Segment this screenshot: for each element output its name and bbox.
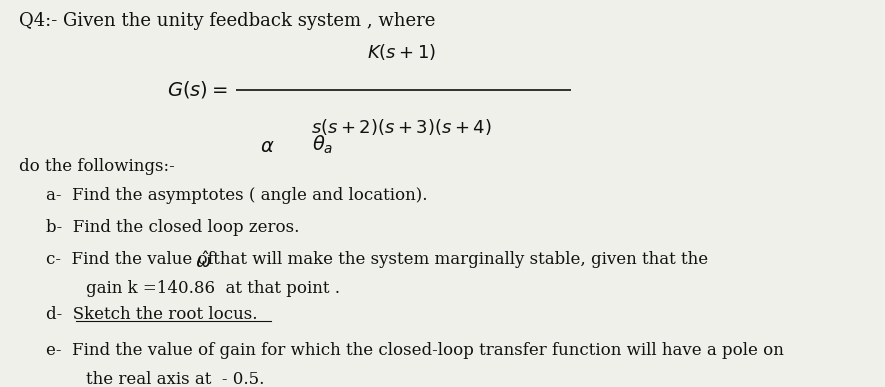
Text: $G(s) =$: $G(s) =$ xyxy=(167,79,227,100)
Text: $s(s+2)(s+3)(s+4)$: $s(s+2)(s+3)(s+4)$ xyxy=(312,117,492,137)
Text: a-  Find the asymptotes ( angle and location).: a- Find the asymptotes ( angle and locat… xyxy=(46,187,427,204)
Text: $\theta_a$: $\theta_a$ xyxy=(312,134,334,156)
Text: d-  Sketch the root locus.: d- Sketch the root locus. xyxy=(46,306,258,323)
Text: gain k =140.86  at that point .: gain k =140.86 at that point . xyxy=(86,280,340,297)
Text: $\hat{\omega}$: $\hat{\omega}$ xyxy=(195,251,211,272)
Text: b-  Find the closed loop zeros.: b- Find the closed loop zeros. xyxy=(46,219,300,236)
Text: that will make the system marginally stable, given that the: that will make the system marginally sta… xyxy=(208,251,708,268)
Text: Q4:- Given the unity feedback system , where: Q4:- Given the unity feedback system , w… xyxy=(19,12,435,31)
Text: the real axis at  - 0.5.: the real axis at - 0.5. xyxy=(86,371,264,387)
Text: do the followings:-: do the followings:- xyxy=(19,158,174,175)
Text: $\alpha$: $\alpha$ xyxy=(260,138,274,156)
Text: e-  Find the value of gain for which the closed-loop transfer function will have: e- Find the value of gain for which the … xyxy=(46,342,784,359)
Text: $K(s+1)$: $K(s+1)$ xyxy=(367,43,436,62)
Text: c-  Find the value of: c- Find the value of xyxy=(46,251,219,268)
